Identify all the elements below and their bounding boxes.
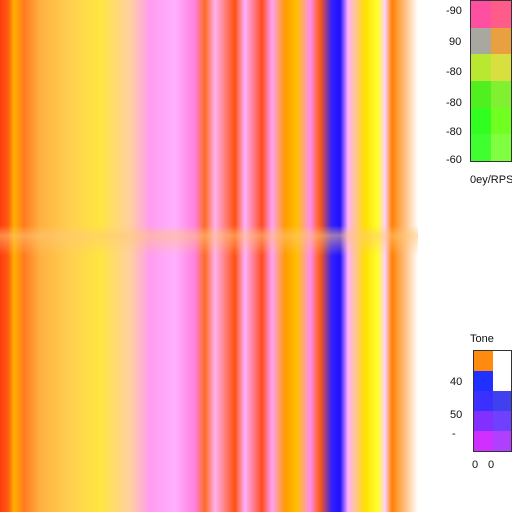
scale-footer: 0: [472, 459, 479, 471]
scale-label: 90: [449, 36, 462, 48]
scale-label: -60: [446, 154, 462, 166]
scale-label: -80: [446, 66, 462, 78]
scale-footer: 0: [488, 459, 495, 471]
scale-label: -80: [446, 97, 462, 109]
legend-title: Tone: [470, 333, 494, 345]
scale-label: -80: [446, 126, 462, 138]
color-scale: [473, 350, 512, 452]
scale-label: 50: [450, 409, 463, 421]
streak-image: [0, 0, 418, 512]
scale-label: 40: [450, 376, 463, 388]
color-scale: [470, 0, 512, 162]
scale-label: -90: [446, 5, 462, 17]
scale-caption: 0ey/RPS: [470, 174, 512, 186]
scale-label: -: [452, 428, 456, 440]
